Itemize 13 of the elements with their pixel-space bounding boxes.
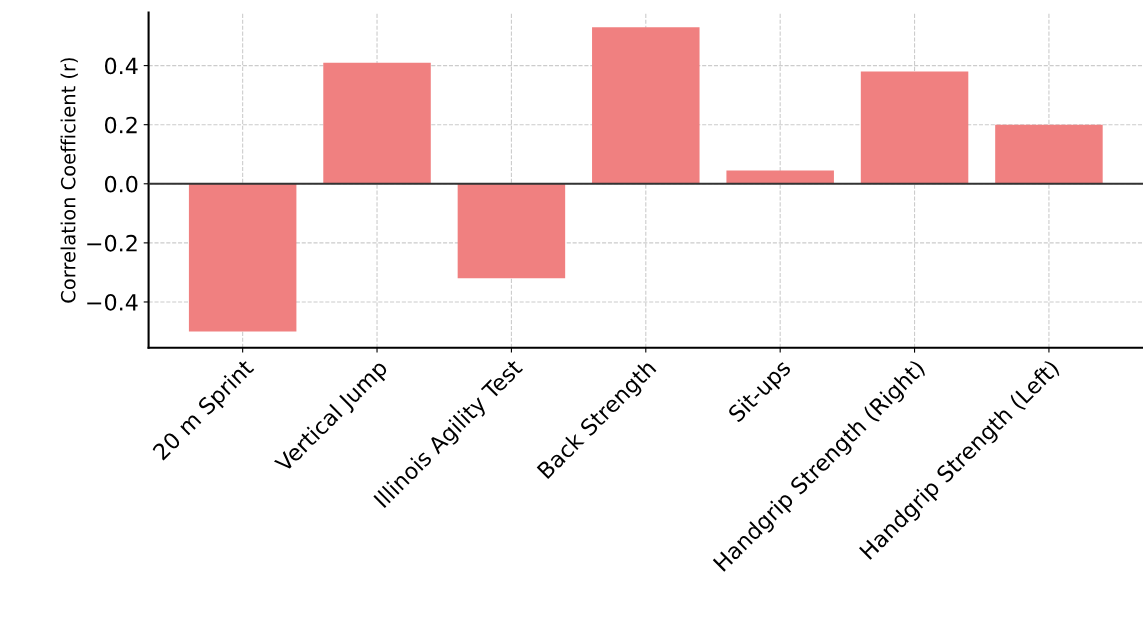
y-tick-label: 0.4 [104,57,138,75]
bar [995,124,1103,184]
y-tick-label: −0.2 [87,234,137,252]
bar [726,170,834,184]
bar [592,27,700,184]
bar [860,71,969,184]
y-axis-title: Correlation Coefficient (r) [60,58,78,303]
bar [188,183,297,332]
bar [457,183,566,279]
y-tick-label: −0.4 [87,293,138,311]
bar [323,62,431,184]
y-tick-label: 0.2 [104,116,137,134]
y-tick-label: 0.0 [104,175,138,193]
